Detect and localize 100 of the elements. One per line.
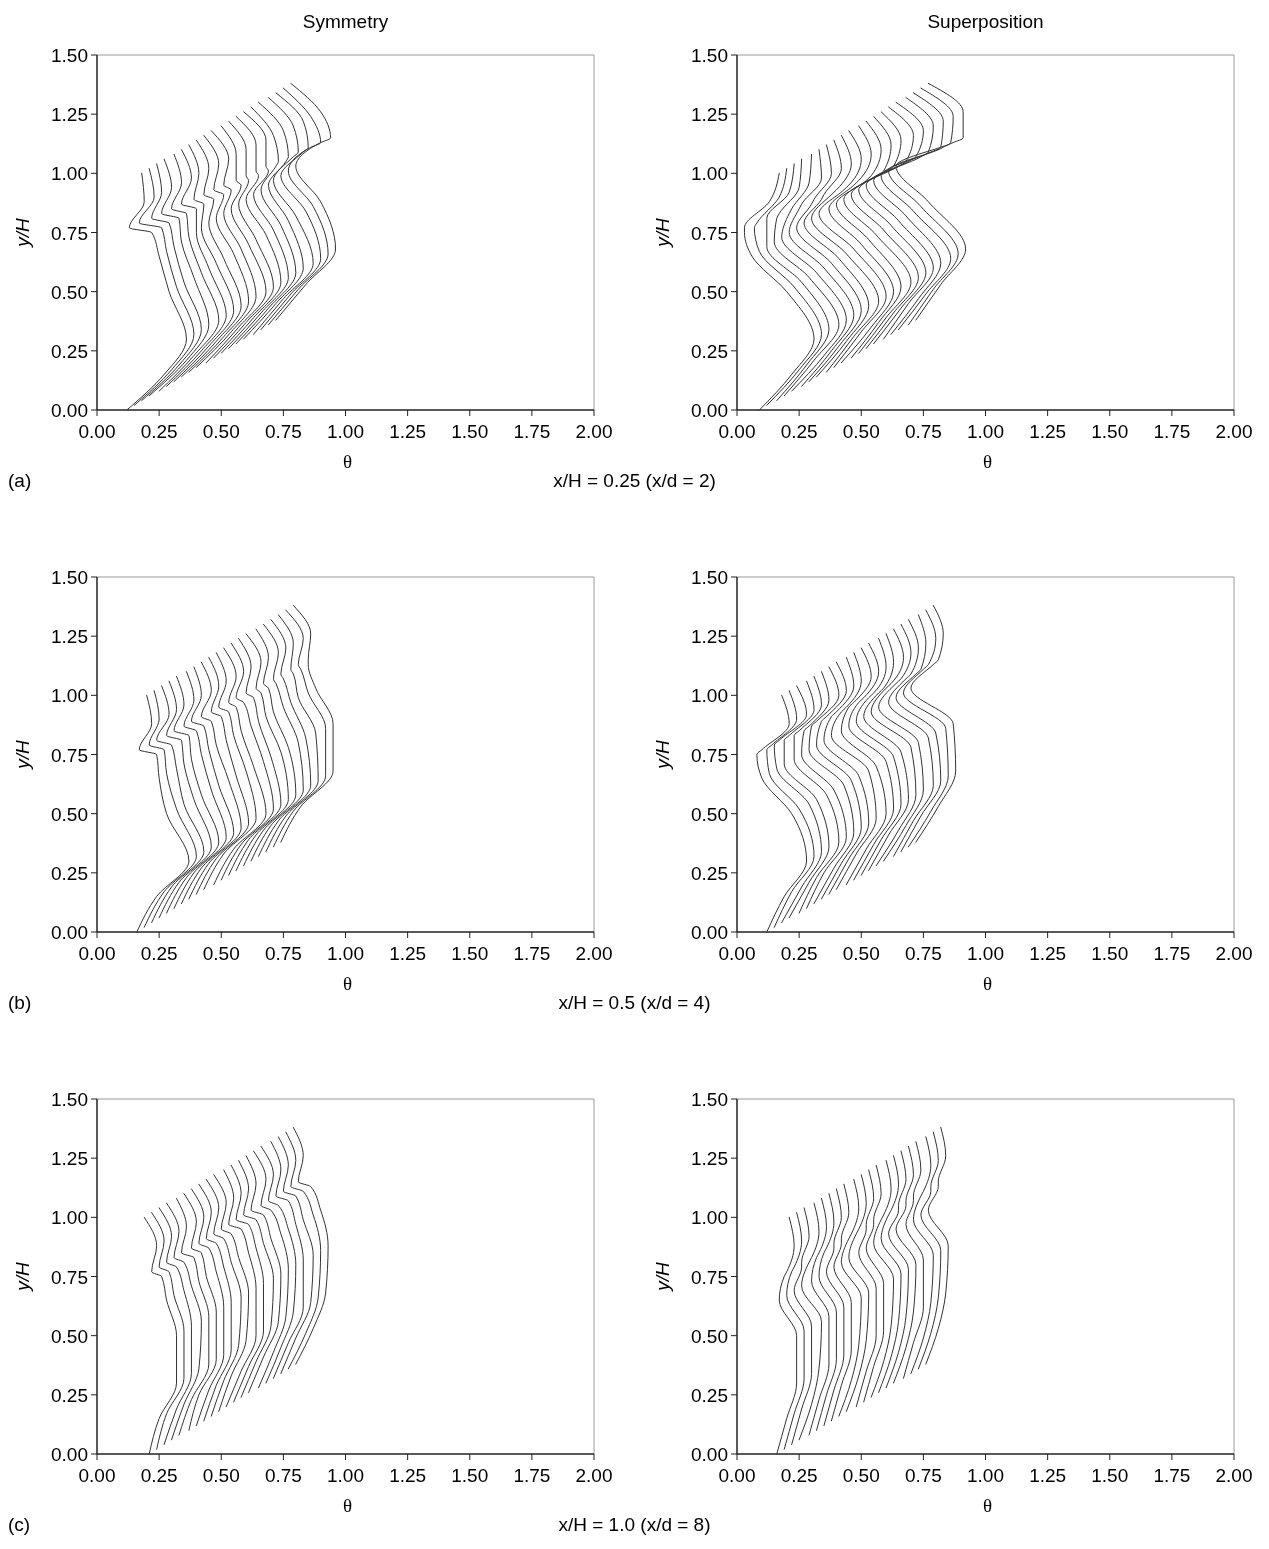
y-tick-label: 0.00	[691, 400, 728, 421]
text: (a)	[8, 470, 32, 491]
x-tick-label: 2.00	[1215, 1465, 1253, 1486]
x-tick-label: 1.00	[327, 421, 364, 442]
text: x/H = 1.0 (x/d = 8)	[558, 1514, 711, 1535]
x-tick-label: 0.75	[904, 1465, 942, 1486]
y-tick-label: 0.50	[51, 1325, 88, 1347]
x-tick-label: 1.75	[513, 421, 551, 442]
x-tick-label: 1.25	[389, 1465, 427, 1486]
x-tick-label: 1.75	[1153, 943, 1191, 964]
y-tick-label: 1.50	[51, 45, 88, 66]
y-tick-label: 0.25	[691, 340, 728, 362]
x-axis-title: θ	[342, 451, 353, 472]
x-tick-label: 1.25	[1029, 943, 1067, 964]
y-tick-label: 0.25	[51, 340, 88, 362]
y-tick-label: 0.50	[691, 1325, 728, 1347]
y-tick-label: 1.00	[51, 163, 88, 185]
x-axis-title: θ	[342, 973, 353, 994]
y-axis-title: y/H	[652, 1261, 673, 1293]
x-tick-label: 1.50	[451, 943, 489, 964]
y-tick-label: 1.50	[51, 1089, 88, 1110]
x-tick-label: 0.50	[202, 1465, 240, 1486]
x-tick-label: 1.50	[1091, 1465, 1129, 1486]
x-tick-label: 1.75	[1153, 421, 1191, 442]
y-tick-label: 0.75	[51, 222, 88, 244]
x-tick-label: 0.00	[718, 421, 756, 442]
y-axis-title: y/H	[12, 217, 33, 249]
y-tick-label: 1.00	[691, 1207, 728, 1229]
x-axis-title: θ	[982, 451, 993, 472]
y-tick-label: 1.00	[51, 685, 88, 707]
y-axis-title: y/H	[652, 739, 673, 771]
x-tick-label: 0.25	[140, 1465, 178, 1486]
x-tick-label: 1.75	[513, 943, 551, 964]
x-tick-label: 1.00	[327, 1465, 364, 1486]
x-tick-label: 1.50	[451, 421, 489, 442]
y-tick-label: 0.00	[51, 922, 88, 943]
y-tick-label: 0.75	[691, 744, 728, 766]
x-tick-label: 0.50	[202, 943, 240, 964]
y-tick-label: 0.50	[691, 803, 728, 825]
x-tick-label: 0.75	[264, 943, 302, 964]
x-tick-label: 1.25	[1029, 1465, 1067, 1486]
x-tick-label: 2.00	[1215, 943, 1253, 964]
y-tick-label: 0.25	[51, 1384, 88, 1406]
x-tick-label: 0.00	[78, 1465, 116, 1486]
y-tick-label: 1.50	[691, 1089, 728, 1110]
y-tick-label: 1.25	[51, 626, 88, 648]
y-tick-label: 0.75	[51, 1266, 88, 1288]
x-tick-label: 0.50	[842, 1465, 880, 1486]
y-tick-label: 0.25	[691, 1384, 728, 1406]
y-tick-label: 0.25	[691, 862, 728, 884]
x-tick-label: 0.00	[78, 943, 116, 964]
x-tick-label: 1.00	[967, 943, 1004, 964]
x-tick-label: 1.50	[451, 1465, 489, 1486]
x-tick-label: 1.00	[967, 421, 1004, 442]
x-tick-label: 0.00	[78, 421, 116, 442]
y-tick-label: 1.25	[51, 1148, 88, 1170]
chart-title: Superposition	[927, 11, 1044, 32]
y-tick-label: 0.75	[691, 1266, 728, 1288]
y-tick-label: 1.50	[691, 45, 728, 66]
x-tick-label: 1.25	[389, 421, 427, 442]
x-tick-label: 1.75	[513, 1465, 551, 1486]
y-tick-label: 1.00	[691, 163, 728, 185]
y-axis-title: y/H	[12, 1261, 33, 1293]
text: (b)	[8, 992, 32, 1013]
x-tick-label: 0.50	[842, 421, 880, 442]
text: (c)	[8, 1514, 31, 1535]
y-tick-label: 0.50	[691, 281, 728, 303]
y-tick-label: 1.50	[51, 567, 88, 588]
text: x/H = 0.25 (x/d = 2)	[553, 470, 716, 491]
x-tick-label: 0.75	[264, 421, 302, 442]
x-axis-title: θ	[982, 1495, 993, 1516]
chart-title: Symmetry	[302, 11, 389, 32]
y-tick-label: 1.25	[691, 104, 728, 126]
text: x/H = 0.5 (x/d = 4)	[558, 992, 711, 1013]
y-axis-title: y/H	[12, 739, 33, 771]
x-tick-label: 0.25	[780, 943, 818, 964]
x-tick-label: 0.25	[140, 421, 178, 442]
y-tick-label: 0.50	[51, 803, 88, 825]
y-tick-label: 0.00	[691, 922, 728, 943]
x-tick-label: 0.50	[842, 943, 880, 964]
y-tick-label: 0.25	[51, 862, 88, 884]
x-tick-label: 1.00	[967, 1465, 1004, 1486]
x-tick-label: 0.75	[264, 1465, 302, 1486]
x-axis-title: θ	[982, 973, 993, 994]
x-tick-label: 1.75	[1153, 1465, 1191, 1486]
x-tick-label: 2.00	[575, 943, 613, 964]
x-tick-label: 1.25	[1029, 421, 1067, 442]
y-tick-label: 1.50	[691, 567, 728, 588]
x-tick-label: 1.50	[1091, 421, 1129, 442]
x-tick-label: 1.25	[389, 943, 427, 964]
y-tick-label: 1.00	[691, 685, 728, 707]
y-tick-label: 1.00	[51, 1207, 88, 1229]
x-tick-label: 2.00	[575, 421, 613, 442]
y-axis-title: y/H	[652, 217, 673, 249]
x-axis-title: θ	[342, 1495, 353, 1516]
x-tick-label: 0.25	[780, 421, 818, 442]
x-tick-label: 2.00	[1215, 421, 1253, 442]
x-tick-label: 0.75	[904, 421, 942, 442]
y-tick-label: 0.00	[51, 400, 88, 421]
x-tick-label: 1.00	[327, 943, 364, 964]
